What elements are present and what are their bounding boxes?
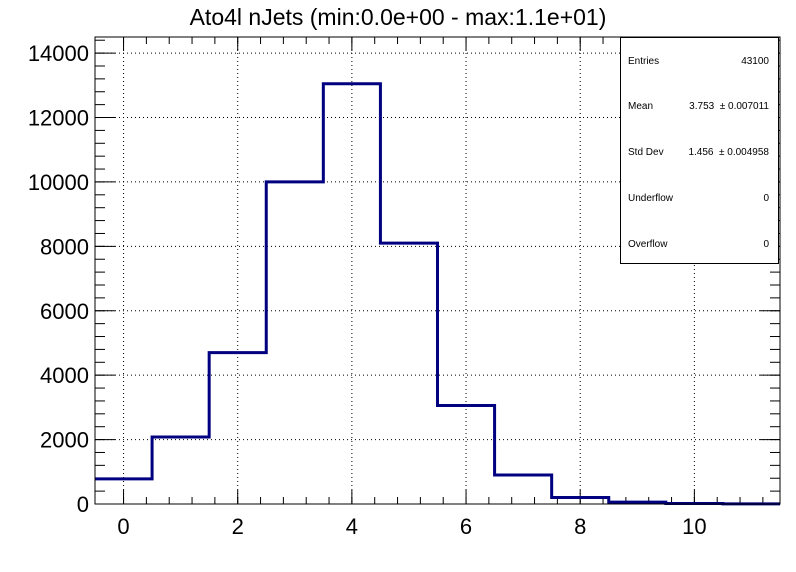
x-tick-label: 4 bbox=[346, 514, 358, 539]
stats-value: 1.456 ± 0.004958 bbox=[688, 147, 769, 158]
x-tick-label: 8 bbox=[574, 514, 586, 539]
x-tick-label: 10 bbox=[682, 514, 706, 539]
x-tick-labels: 0 2 4 6 8 10 bbox=[117, 514, 706, 539]
x-tick-label: 6 bbox=[460, 514, 472, 539]
histogram-bin bbox=[209, 353, 266, 504]
histogram-bin bbox=[152, 437, 209, 504]
stats-box: Entries 43100 Mean 3.753 ± 0.007011 Std … bbox=[620, 37, 779, 264]
stats-label: Entries bbox=[628, 56, 660, 67]
histogram-outline bbox=[95, 82, 780, 506]
stats-label: Mean bbox=[628, 101, 654, 112]
y-tick-labels: 0 2000 4000 6000 8000 10000 12000 14000 bbox=[28, 41, 89, 517]
stats-label: Std Dev bbox=[628, 147, 664, 158]
histogram-bin bbox=[438, 405, 495, 504]
stats-row-mean: Mean 3.753 ± 0.007011 bbox=[628, 101, 769, 115]
stats-row-stddev: Std Dev 1.456 ± 0.004958 bbox=[628, 147, 769, 161]
stats-label: Overflow bbox=[628, 239, 668, 250]
y-tick-label: 12000 bbox=[28, 106, 89, 131]
y-tick-label: 6000 bbox=[40, 299, 89, 324]
stats-value: 43100 bbox=[741, 56, 769, 67]
y-tick-label: 4000 bbox=[40, 363, 89, 388]
y-tick-label: 10000 bbox=[28, 170, 89, 195]
y-tick-label: 8000 bbox=[40, 234, 89, 259]
x-tick-label: 0 bbox=[117, 514, 129, 539]
stats-row-overflow: Overflow 0 bbox=[628, 239, 769, 253]
stats-value: 0 bbox=[763, 193, 769, 204]
stats-value: 0 bbox=[763, 239, 769, 250]
stats-row-underflow: Underflow 0 bbox=[628, 193, 769, 207]
x-tick-label: 2 bbox=[232, 514, 244, 539]
stats-label: Underflow bbox=[628, 193, 674, 204]
histogram-bin bbox=[95, 479, 152, 504]
histogram-bin bbox=[266, 182, 323, 504]
plot-frame bbox=[94, 36, 781, 505]
histogram-bin bbox=[495, 475, 552, 504]
y-tick-label: 2000 bbox=[40, 428, 89, 453]
histogram-bin bbox=[323, 84, 380, 504]
stats-row-entries: Entries 43100 bbox=[628, 56, 769, 70]
histogram-bars bbox=[95, 82, 780, 506]
stats-value: 3.753 ± 0.007011 bbox=[689, 101, 769, 112]
histogram-bin bbox=[552, 498, 609, 504]
histogram-bin bbox=[380, 243, 437, 504]
y-tick-label: 0 bbox=[77, 492, 89, 517]
minor-ticks bbox=[95, 37, 780, 505]
chart-title: Ato4l nJets (min:0.0e+00 - max:1.1e+01) bbox=[189, 4, 607, 30]
y-tick-label: 14000 bbox=[28, 41, 89, 66]
